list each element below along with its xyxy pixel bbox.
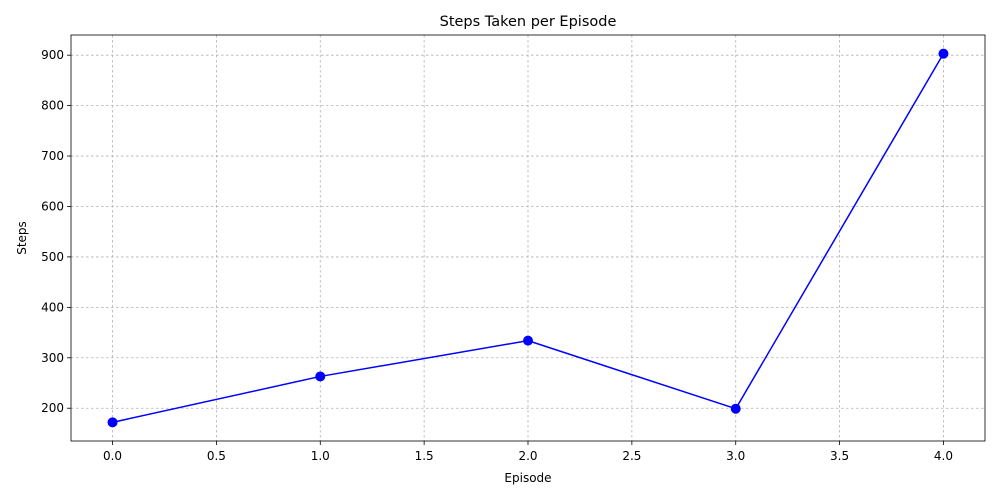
plot-frame <box>70 34 986 442</box>
y-tick-label: 800 <box>41 99 64 113</box>
x-tick-label: 4.0 <box>934 449 953 463</box>
data-point <box>315 371 326 382</box>
x-tick-label: 1.0 <box>311 449 330 463</box>
x-axis-title: Episode <box>504 471 551 485</box>
data-point <box>938 48 949 59</box>
x-tick-label: 1.5 <box>415 449 434 463</box>
chart-title: Steps Taken per Episode <box>440 14 617 30</box>
y-tick-label: 400 <box>41 300 64 314</box>
y-tick-label: 200 <box>41 401 64 415</box>
series-layer <box>107 48 949 428</box>
x-tick-label: 3.5 <box>830 449 849 463</box>
y-tick-label: 500 <box>41 250 64 264</box>
x-tick-label: 2.0 <box>518 449 537 463</box>
data-point <box>523 335 533 346</box>
y-axis-title: Steps <box>15 221 29 255</box>
data-point <box>107 417 118 428</box>
y-tick-label: 700 <box>41 149 64 163</box>
ticks-layer: 0.0 0.5 1.0 1.5 2.0 2.5 3.0 3.5 4.0 200 300 400 500 6… <box>41 48 953 463</box>
x-tick-label: 0.0 <box>103 449 122 463</box>
data-point <box>730 403 741 414</box>
y-tick-label: 600 <box>41 199 64 213</box>
x-tick-label: 3.0 <box>726 449 745 463</box>
grid-layer <box>71 35 985 441</box>
x-tick-label: 0.5 <box>207 449 226 463</box>
y-tick-label: 300 <box>41 351 64 365</box>
y-tick-label: 900 <box>41 48 64 62</box>
x-tick-label: 2.5 <box>622 449 641 463</box>
